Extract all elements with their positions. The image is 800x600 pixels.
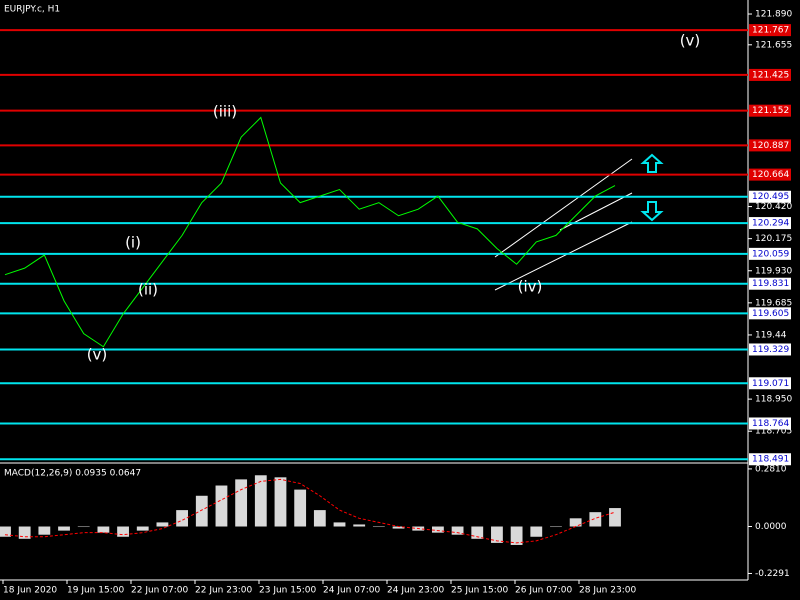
macd-bar — [569, 518, 582, 527]
level-label: 120.294 — [752, 219, 789, 229]
macd-bar — [609, 508, 621, 527]
macd-bar — [0, 526, 11, 537]
macd-bar — [254, 475, 267, 527]
macd-bar — [471, 526, 484, 539]
macd-bar — [313, 510, 326, 527]
y-tick-label: 119.685 — [755, 298, 792, 308]
wave-label: (v) — [680, 32, 701, 50]
x-tick-label: 23 Jun 15:00 — [259, 586, 316, 596]
x-tick-label: 28 Jun 23:00 — [579, 586, 636, 596]
x-tick-label: 24 Jun 23:00 — [387, 586, 444, 596]
macd-bar — [510, 526, 523, 545]
level-label-box — [749, 343, 791, 356]
y-tick-label: -0.2291 — [755, 569, 790, 579]
level-label-box — [749, 377, 791, 390]
level-label: 121.767 — [752, 26, 789, 36]
level-label-box — [749, 24, 791, 37]
x-tick-label: 19 Jun 15:00 — [67, 586, 124, 596]
macd-bar — [156, 522, 169, 527]
level-label: 120.059 — [752, 249, 789, 259]
macd-bar — [333, 522, 346, 527]
wave-label: (iv) — [518, 278, 543, 296]
macd-bar — [58, 526, 70, 531]
level-label-box — [749, 217, 791, 230]
level-label-box — [749, 247, 791, 260]
level-label-box — [749, 307, 791, 320]
x-tick-label: 26 Jun 07:00 — [515, 586, 572, 596]
macd-bar — [136, 526, 149, 531]
y-tick-label: 118.950 — [755, 395, 792, 405]
level-label: 120.495 — [752, 192, 789, 202]
level-label-box — [749, 277, 791, 290]
macd-bar — [372, 526, 385, 528]
level-label: 119.329 — [752, 345, 789, 355]
y-tick-label: 121.655 — [755, 40, 792, 50]
y-tick-label: 119.44 — [755, 330, 787, 340]
chart-title: EURJPY.c, H1 — [4, 5, 60, 15]
y-tick-label: 120.420 — [755, 202, 792, 212]
price-line — [4, 116, 616, 348]
level-label: 118.491 — [752, 455, 789, 465]
macd-bar — [491, 526, 503, 543]
y-tick-label: 0.2810 — [755, 464, 787, 474]
level-label: 120.664 — [752, 170, 789, 180]
level-label-box — [749, 139, 791, 152]
y-tick-label: 119.930 — [755, 266, 792, 276]
level-label-box — [749, 104, 791, 117]
level-label-box — [749, 68, 791, 81]
macd-bar — [18, 526, 31, 539]
x-tick-label: 22 Jun 23:00 — [195, 586, 252, 596]
macd-bar — [550, 526, 562, 528]
macd-bar — [77, 526, 90, 528]
macd-bar — [432, 526, 444, 533]
macd-bar — [530, 526, 543, 537]
macd-bar — [97, 526, 110, 533]
level-label-box — [749, 417, 791, 430]
macd-title: MACD(12,26,9) 0.0935 0.0647 — [4, 469, 141, 479]
macd-bar — [392, 526, 405, 529]
level-label-box — [749, 453, 791, 466]
level-label-box — [749, 168, 791, 181]
macd-bar — [451, 526, 464, 535]
level-label: 119.605 — [752, 309, 789, 319]
macd-bar — [235, 479, 248, 527]
macd-bar — [294, 489, 307, 527]
level-label: 119.831 — [752, 279, 789, 289]
level-label: 118.764 — [752, 419, 789, 429]
level-label: 121.425 — [752, 70, 789, 80]
signal-line — [4, 478, 616, 544]
level-label: 121.152 — [752, 106, 789, 116]
y-tick-label: 0.0000 — [755, 522, 787, 532]
macd-bar — [117, 526, 129, 537]
macd-bar — [195, 495, 208, 527]
y-tick-label: 120.175 — [755, 234, 792, 244]
x-tick-label: 24 Jun 07:00 — [323, 586, 380, 596]
x-tick-label: 25 Jun 15:00 — [451, 586, 508, 596]
up-arrow — [640, 153, 664, 173]
macd-bar — [353, 524, 366, 527]
wave-label: (v) — [87, 346, 108, 364]
macd-bar — [274, 477, 287, 527]
wave-label: (i) — [125, 234, 141, 252]
down-arrow — [640, 201, 664, 222]
macd-bar — [589, 512, 602, 527]
wave-label: (iii) — [213, 103, 237, 121]
macd-bar — [176, 510, 188, 527]
level-label: 120.887 — [752, 141, 789, 151]
y-tick-label: 121.890 — [755, 10, 792, 20]
y-tick-label: 118.705 — [755, 427, 792, 437]
x-tick-label: 18 Jun 2020 — [3, 586, 57, 596]
macd-bar — [215, 485, 228, 527]
wave-label: (ii) — [138, 281, 158, 299]
macd-bar — [38, 526, 51, 535]
level-label-box — [749, 190, 791, 203]
level-label: 119.071 — [752, 379, 789, 389]
x-tick-label: 22 Jun 07:00 — [131, 586, 188, 596]
